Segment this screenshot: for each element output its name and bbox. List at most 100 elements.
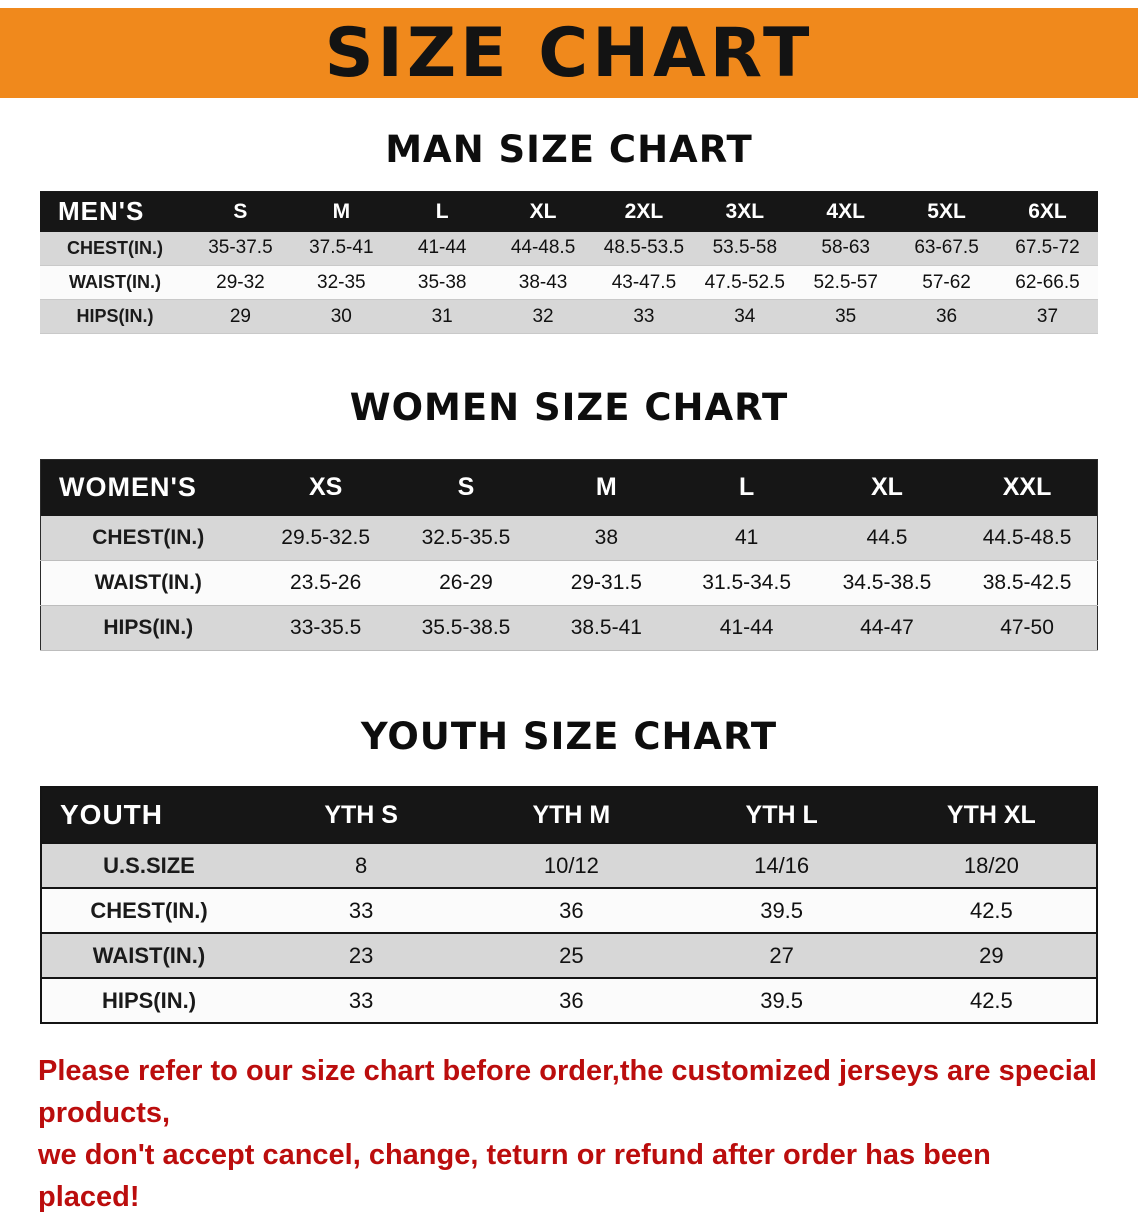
size-value-cell: 23.5-26 bbox=[290, 571, 362, 594]
size-value-cell: 32-35 bbox=[317, 271, 366, 293]
size-value-cell: 36 bbox=[559, 897, 584, 923]
size-column-header: XXL bbox=[957, 459, 1098, 516]
measurement-row: WAIST(IN.) 23 25 27 29 bbox=[41, 933, 1097, 978]
youth-chart-title: YOUTH SIZE CHART bbox=[360, 715, 778, 758]
page-title: SIZE CHART bbox=[324, 13, 814, 93]
banner: SIZE CHART bbox=[0, 8, 1138, 98]
size-value-cell: 33-35.5 bbox=[290, 616, 362, 639]
row-label: WAIST(IN.) bbox=[94, 571, 202, 594]
size-value-cell: 29 bbox=[979, 942, 1004, 968]
note-line-1: Please refer to our size chart before or… bbox=[38, 1055, 1097, 1130]
size-value-cell: 31.5-34.5 bbox=[702, 571, 792, 594]
size-column-header: 6XL bbox=[997, 191, 1098, 232]
size-value-cell: 53.5-58 bbox=[712, 237, 778, 259]
size-value-cell: 35 bbox=[835, 305, 857, 327]
size-column-header: 5XL bbox=[896, 191, 997, 232]
size-column-header: 3XL bbox=[694, 191, 796, 232]
size-value-cell: 42.5 bbox=[969, 897, 1013, 923]
size-column-header: XL bbox=[492, 191, 594, 232]
size-value-cell: 33 bbox=[348, 987, 374, 1013]
row-label: HIPS(IN.) bbox=[101, 987, 197, 1013]
measurement-row: WAIST(IN.) 29-32 32-35 35-38 38-43 43-47.5 47.… bbox=[40, 265, 1098, 300]
measurement-row: WAIST(IN.) 23.5-26 26-29 29-31.5 31.5-34.5 34… bbox=[40, 560, 1098, 606]
size-value-cell: 44.5 bbox=[866, 525, 908, 549]
measurement-row: HIPS(IN.) 33 36 39.5 42.5 bbox=[41, 978, 1097, 1023]
row-label: U.S.SIZE bbox=[103, 852, 195, 878]
size-column-header: XL bbox=[816, 459, 958, 516]
size-value-cell: 41-44 bbox=[719, 616, 774, 639]
size-value-cell: 29 bbox=[229, 305, 251, 327]
order-note: Please refer to our size chart before or… bbox=[38, 1050, 1100, 1218]
size-value-cell: 33 bbox=[348, 897, 374, 923]
size-value-cell: 57-62 bbox=[922, 271, 971, 293]
size-value-cell: 42.5 bbox=[969, 987, 1013, 1013]
measurement-row: HIPS(IN.) 33-35.5 35.5-38.5 38.5-41 41-44 44-… bbox=[40, 605, 1098, 651]
size-value-cell: 63-67.5 bbox=[914, 237, 979, 259]
header-row: WOMEN'S XS S M L XL XXL bbox=[40, 459, 1098, 516]
size-value-cell: 48.5-53.5 bbox=[603, 237, 685, 259]
size-column-header: YTH XL bbox=[886, 787, 1097, 843]
size-value-cell: 37 bbox=[1036, 305, 1059, 327]
size-value-cell: 52.5-57 bbox=[813, 271, 878, 293]
size-value-cell: 38.5-42.5 bbox=[982, 571, 1072, 594]
measurement-row: HIPS(IN.) 29 30 31 32 33 34 35 36 37 bbox=[40, 299, 1098, 334]
measurement-row: U.S.SIZE 8 10/12 14/16 18/20 bbox=[41, 843, 1097, 888]
size-value-cell: 8 bbox=[355, 852, 368, 878]
size-column-header: L bbox=[391, 191, 493, 232]
size-value-cell: 35-37.5 bbox=[208, 237, 273, 259]
size-value-cell: 10/12 bbox=[543, 852, 599, 878]
men-corner-label: MEN'S bbox=[40, 191, 190, 232]
youth-corner-label: YOUTH bbox=[41, 787, 256, 843]
note-line-2: we don't accept cancel, change, teturn o… bbox=[38, 1139, 991, 1214]
men-size-chart-section: MAN SIZE CHART MEN'S S M L XL 2XL 3XL 4XL 5XL 6XL C… bbox=[0, 128, 1138, 334]
size-value-cell: 67.5-72 bbox=[1015, 237, 1080, 259]
size-value-cell: 35-38 bbox=[417, 271, 467, 293]
youth-size-chart-section: YOUTH SIZE CHART YOUTH YTH S YTH M YTH L YTH … bbox=[0, 715, 1138, 1024]
size-value-cell: 36 bbox=[559, 987, 584, 1013]
size-value-cell: 38.5-41 bbox=[570, 616, 642, 639]
size-value-cell: 44-47 bbox=[860, 616, 914, 639]
size-value-cell: 34.5-38.5 bbox=[842, 571, 932, 594]
size-column-header: YTH M bbox=[466, 787, 677, 843]
measurement-row: CHEST(IN.) 35-37.5 37.5-41 41-44 44-48.5 48.5… bbox=[40, 231, 1098, 266]
size-value-cell: 37.5-41 bbox=[309, 237, 374, 259]
women-size-table: WOMEN'S XS S M L XL XXL CHEST(IN.) 29.5-32.5 32.5… bbox=[40, 459, 1098, 651]
row-label: WAIST(IN.) bbox=[92, 942, 206, 968]
size-value-cell: 38 bbox=[594, 525, 618, 549]
size-value-cell: 44-48.5 bbox=[510, 237, 576, 259]
size-value-cell: 38-43 bbox=[518, 271, 568, 293]
size-value-cell: 39.5 bbox=[760, 897, 804, 923]
youth-size-table: YOUTH YTH S YTH M YTH L YTH XL U.S.SIZE 8 10/12… bbox=[40, 786, 1098, 1024]
size-value-cell: 32.5-35.5 bbox=[421, 525, 511, 549]
size-column-header: M bbox=[536, 459, 677, 516]
header-row: YOUTH YTH S YTH M YTH L YTH XL bbox=[41, 787, 1097, 843]
row-label: CHEST(IN.) bbox=[92, 525, 205, 549]
size-column-header: S bbox=[395, 459, 537, 516]
size-chart-page: SIZE CHART MAN SIZE CHART MEN'S S M L XL 2XL 3X… bbox=[0, 8, 1138, 1218]
size-chart-sections: MAN SIZE CHART MEN'S S M L XL 2XL 3XL 4XL 5XL 6XL C… bbox=[0, 128, 1138, 1024]
women-corner-label: WOMEN'S bbox=[40, 459, 256, 516]
row-label: CHEST(IN.) bbox=[90, 897, 208, 923]
size-column-header: XS bbox=[255, 459, 396, 516]
size-value-cell: 31 bbox=[431, 305, 453, 327]
row-label: CHEST(IN.) bbox=[67, 237, 163, 258]
size-value-cell: 25 bbox=[559, 942, 584, 968]
size-value-cell: 41-44 bbox=[417, 237, 467, 259]
size-value-cell: 62-66.5 bbox=[1015, 271, 1080, 293]
size-value-cell: 29-32 bbox=[216, 271, 265, 293]
men-chart-title: MAN SIZE CHART bbox=[385, 128, 753, 171]
size-value-cell: 43-47.5 bbox=[611, 271, 677, 293]
size-value-cell: 35.5-38.5 bbox=[421, 616, 511, 639]
row-label: HIPS(IN.) bbox=[76, 306, 154, 326]
size-value-cell: 39.5 bbox=[760, 987, 804, 1013]
size-value-cell: 41 bbox=[734, 525, 759, 549]
size-value-cell: 18/20 bbox=[963, 852, 1019, 878]
size-value-cell: 36 bbox=[935, 305, 958, 327]
size-column-header: YTH S bbox=[256, 787, 467, 843]
women-size-chart-section: WOMEN SIZE CHART WOMEN'S XS S M L XL XXL CHEST(I… bbox=[0, 386, 1138, 651]
size-value-cell: 34 bbox=[734, 305, 756, 327]
size-column-header: L bbox=[676, 459, 817, 516]
size-value-cell: 47-50 bbox=[1000, 616, 1054, 639]
size-value-cell: 33 bbox=[633, 305, 655, 327]
measurement-row: CHEST(IN.) 33 36 39.5 42.5 bbox=[41, 888, 1097, 933]
